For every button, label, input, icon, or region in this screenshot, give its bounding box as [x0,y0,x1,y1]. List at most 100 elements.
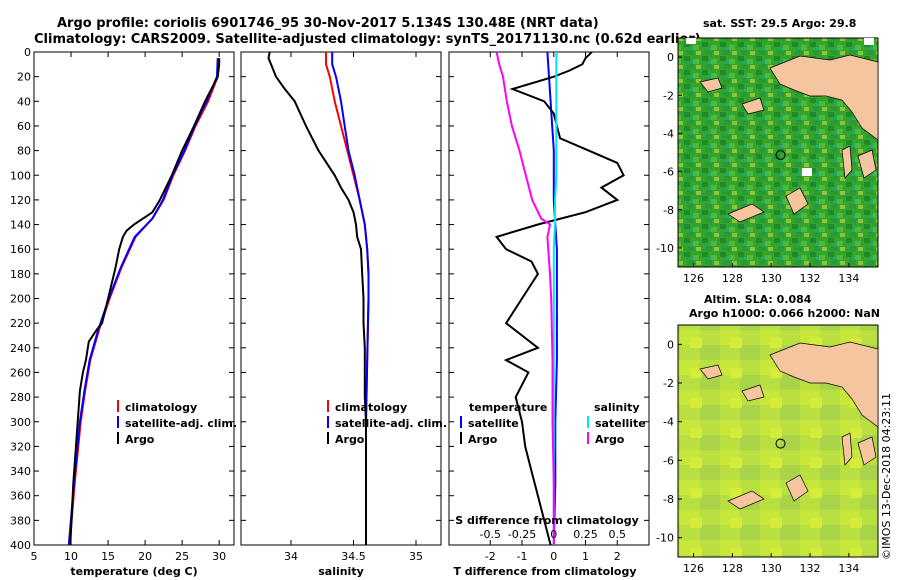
y-tick-label: 120 [10,194,31,207]
map-y-tick-label: -2 [663,377,674,390]
sst-map-panel: sat. SST: 29.5 Argo: 29.8 126 128 130 132 13… [656,17,879,285]
timor-islands [727,490,765,510]
s-tick-label: 0.5 [609,528,627,541]
x-tick-label: -2 [485,550,496,563]
sla-map-title-line-2: Argo h1000: 0.066 h2000: NaN [689,307,880,320]
y-tick-label: 160 [10,243,31,256]
y-tick-label: 340 [10,465,31,478]
temperature-series [67,58,221,546]
y-tick-label: 380 [10,514,31,527]
legend-climatology-label: climatology [125,401,197,414]
y-tick-label: 140 [10,219,31,232]
temperature-panel: 0 20 40 60 80 100 120 140 160 180 200 220 240 260 280 3… [10,46,237,578]
salinity-x-axis: 34 34.5 35 [284,52,423,563]
map-y-tick-label: -10 [656,242,674,255]
temperature-y-axis: 0 20 40 60 80 100 120 140 160 180 200 220 240 260 280 3… [10,46,234,552]
legend-satellite-label: satellite-adj. clim. [335,417,447,430]
map-x-tick-label: 132 [800,562,821,575]
timor-islands [727,203,765,223]
sla-map-title-line-1: Altim. SLA: 0.084 [704,293,812,306]
y-tick-label: 280 [10,391,31,404]
kai-islands [841,432,853,466]
y-tick-label: 220 [10,317,31,330]
s-tick-label: 0.25 [573,528,598,541]
salinity-difference-ticks: -0.5 -0.25 0 0.25 0.5 [480,528,626,541]
x-tick-label: 2 [614,550,621,563]
map-x-tick-label: 134 [838,272,859,285]
x-tick-label: 0 [550,550,557,563]
map-x-tick-label: 130 [761,562,782,575]
sst-argo-position-marker [775,150,786,161]
map-y-tick-label: -6 [663,454,674,467]
map-y-tick-label: -8 [663,493,674,506]
y-tick-label: 0 [24,46,31,59]
sla-map-panel: Altim. SLA: 0.084 Argo h1000: 0.066 h200… [656,293,880,575]
s-tick-label: -0.5 [480,528,501,541]
y-tick-label: 60 [17,120,31,133]
difference-plot-frame [448,51,650,546]
y-tick-label: 360 [10,490,31,503]
x-tick-label: 30 [212,550,226,563]
x-tick-label: 20 [138,550,152,563]
series-line-salinity-satellite [552,52,558,545]
salinity-series [267,51,370,545]
temperature-legend: climatology satellite-adj. clim. Argo [117,400,237,446]
y-tick-label: 320 [10,440,31,453]
new-guinea-land [769,341,879,428]
x-tick-label: 5 [31,550,38,563]
map-x-tick-label: 134 [838,562,859,575]
title-line-1: Argo profile: coriolis 6901746_95 30-Nov… [57,16,599,31]
title-line-2: Climatology: CARS2009. Satellite-adjuste… [34,32,701,47]
map-x-tick-label: 132 [800,272,821,285]
legend-argo-label: Argo [335,433,365,446]
map-y-tick-label: -10 [656,532,674,545]
salinity-plot-frame [240,51,442,546]
salinity-difference-label: S difference from climatology [455,514,639,527]
y-tick-label: 240 [10,342,31,355]
sst-cloud-patch [802,168,812,176]
difference-x-label: T difference from climatology [453,565,636,578]
sst-map-land [699,54,879,223]
kai-islands [841,145,853,179]
imos-stamp: ©IMOS 13-Dec-2018 04:23:11 [880,393,893,560]
x-tick-label: 34.5 [341,550,366,563]
legend-salinity-header: salinity [594,401,640,414]
salinity-y-ticks [241,51,441,546]
sla-argo-position-marker [775,438,786,449]
map-x-tick-label: 128 [722,562,743,575]
x-tick-label: 10 [64,550,78,563]
salinity-x-label: salinity [318,565,364,578]
x-tick-label: 15 [101,550,115,563]
x-tick-label: 35 [409,550,423,563]
aru-islands [857,436,877,466]
sst-cloud-patch [686,38,696,44]
map-y-tick-label: -6 [663,166,674,179]
legend-sal-satellite-label: satellite [595,417,646,430]
x-tick-label: 1 [582,550,589,563]
s-tick-label: -0.25 [508,528,536,541]
sst-map-title: sat. SST: 29.5 Argo: 29.8 [703,17,856,30]
legend-temp-argo-label: Argo [468,433,498,446]
map-x-tick-label: 128 [722,272,743,285]
series-line-temperature-argo [494,51,625,546]
y-tick-label: 20 [17,71,31,84]
y-tick-label: 300 [10,416,31,429]
s-tick-label: 0 [550,528,557,541]
map-x-tick-label: 126 [683,272,704,285]
new-guinea-land [769,54,879,141]
series-line-argo [267,51,367,545]
sst-cloud-patch [864,38,874,45]
series-line-satellite-adj-clim- [331,52,370,545]
small-island-west [699,364,723,380]
x-tick-label: -1 [517,550,528,563]
x-tick-label: 25 [175,550,189,563]
x-tick-label: 34 [284,550,298,563]
map-y-tick-label: 0 [667,338,674,351]
sla-map-y-axis: 0 -2 -4 -6 -8 -10 [656,338,682,545]
y-tick-label: 200 [10,293,31,306]
y-tick-label: 180 [10,268,31,281]
legend-temperature-header: temperature [469,401,547,414]
temperature-plot-frame [33,51,235,546]
map-x-tick-label: 126 [683,562,704,575]
legend-temp-satellite-label: satellite [468,417,519,430]
